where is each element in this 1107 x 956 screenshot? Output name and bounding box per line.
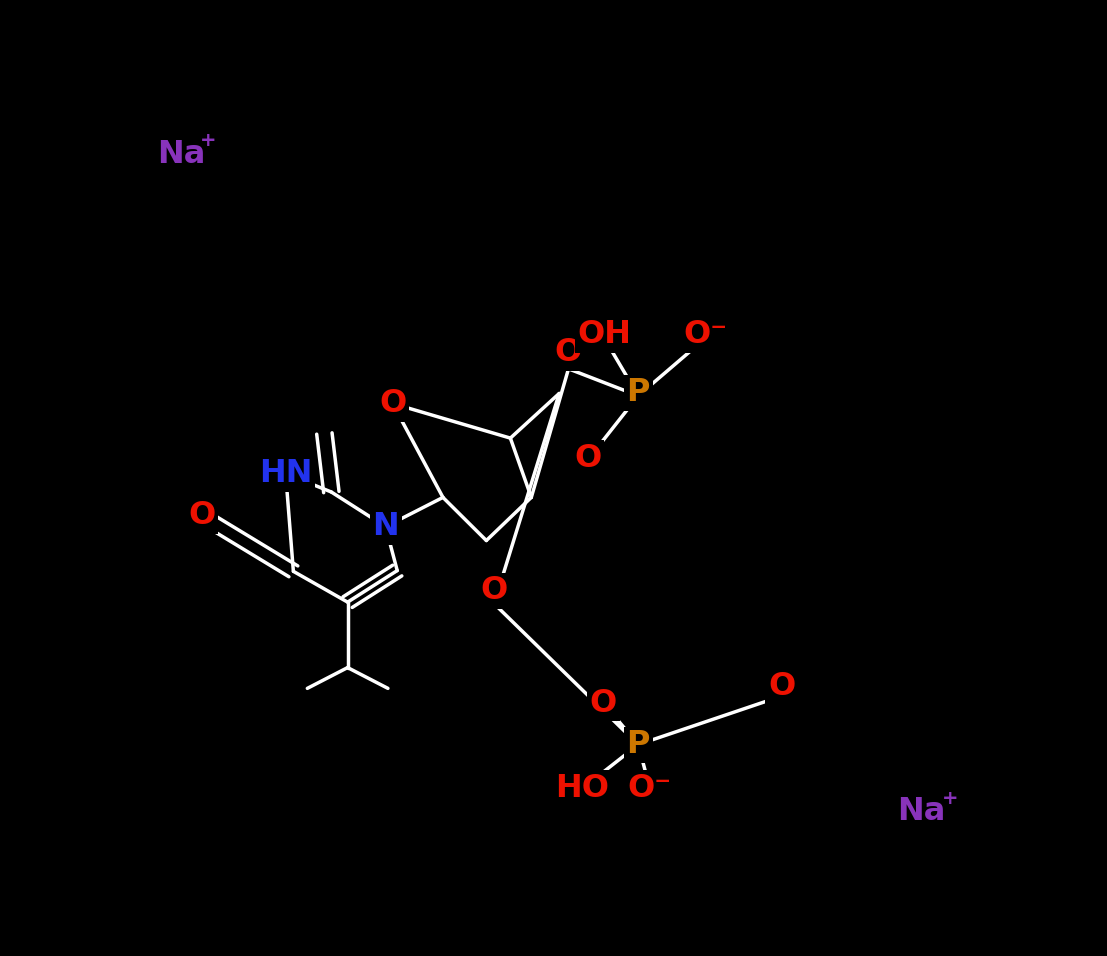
Text: O: O bbox=[555, 337, 582, 368]
Text: O: O bbox=[188, 500, 216, 532]
Text: HO: HO bbox=[556, 773, 610, 804]
Text: OH: OH bbox=[577, 319, 631, 351]
Text: O: O bbox=[590, 687, 617, 719]
Text: O⁻: O⁻ bbox=[684, 319, 727, 351]
Text: O: O bbox=[480, 576, 508, 606]
Text: P: P bbox=[627, 729, 650, 760]
Text: P: P bbox=[627, 378, 650, 408]
Text: O: O bbox=[575, 443, 601, 473]
Text: O: O bbox=[379, 388, 406, 419]
Text: N: N bbox=[372, 511, 399, 542]
Text: Na: Na bbox=[157, 140, 205, 170]
Text: O: O bbox=[768, 671, 795, 703]
Text: Na: Na bbox=[897, 796, 945, 827]
Text: +: + bbox=[200, 131, 216, 150]
Text: O⁻: O⁻ bbox=[628, 773, 672, 804]
Text: +: + bbox=[942, 789, 959, 808]
Text: HN: HN bbox=[259, 458, 312, 489]
